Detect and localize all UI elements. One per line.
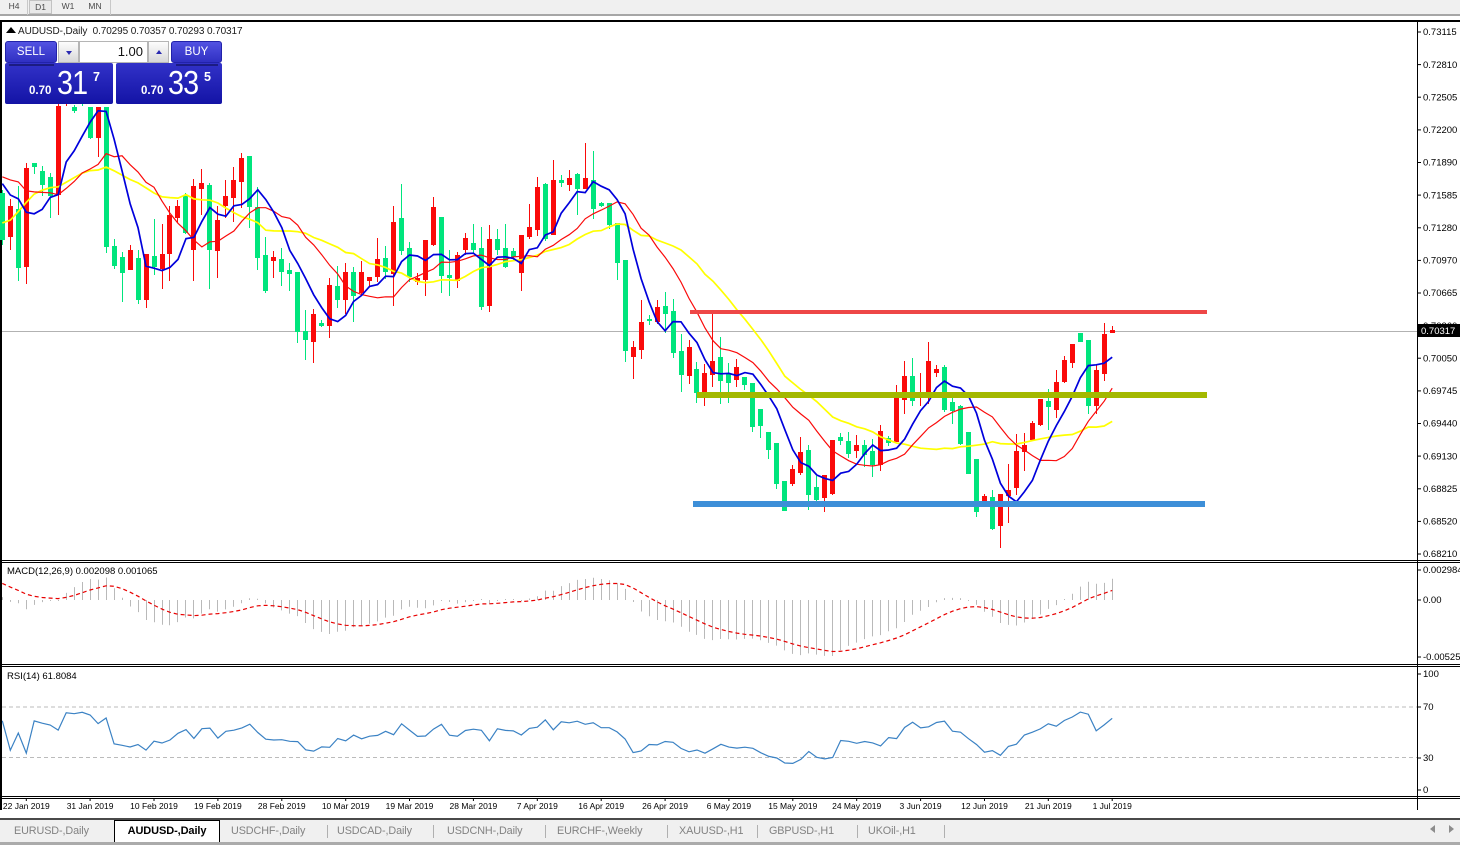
svg-text:31 Jan 2019: 31 Jan 2019	[67, 801, 114, 811]
svg-text:21 Jun 2019: 21 Jun 2019	[1025, 801, 1072, 811]
svg-text:0.70317: 0.70317	[1421, 326, 1455, 337]
svg-text:0.71890: 0.71890	[1423, 158, 1457, 169]
svg-text:10 Mar 2019: 10 Mar 2019	[322, 801, 370, 811]
svg-text:19 Feb 2019: 19 Feb 2019	[194, 801, 242, 811]
svg-text:0.00: 0.00	[1423, 595, 1442, 606]
svg-text:RSI(14) 61.8084: RSI(14) 61.8084	[7, 671, 77, 682]
svg-text:1 Jul 2019: 1 Jul 2019	[1093, 801, 1132, 811]
svg-text:0.73115: 0.73115	[1423, 27, 1457, 38]
svg-text:100: 100	[1423, 669, 1439, 680]
svg-text:24 May 2019: 24 May 2019	[832, 801, 881, 811]
svg-text:28 Feb 2019: 28 Feb 2019	[258, 801, 306, 811]
svg-text:0.69440: 0.69440	[1423, 419, 1457, 430]
svg-text:0.69130: 0.69130	[1423, 451, 1457, 462]
svg-text:0.68825: 0.68825	[1423, 484, 1457, 495]
svg-text:26 Apr 2019: 26 Apr 2019	[642, 801, 688, 811]
svg-text:0.70050: 0.70050	[1423, 353, 1457, 364]
svg-text:0.69745: 0.69745	[1423, 386, 1457, 397]
svg-text:0.002984: 0.002984	[1423, 565, 1460, 576]
svg-text:7 Apr 2019: 7 Apr 2019	[517, 801, 558, 811]
svg-text:28 Mar 2019: 28 Mar 2019	[450, 801, 498, 811]
svg-text:16 Apr 2019: 16 Apr 2019	[578, 801, 624, 811]
svg-text:MACD(12,26,9) 0.002098 0.00106: MACD(12,26,9) 0.002098 0.001065	[7, 566, 158, 577]
svg-text:0.70970: 0.70970	[1423, 256, 1457, 267]
svg-text:19 Mar 2019: 19 Mar 2019	[386, 801, 434, 811]
svg-text:0.71585: 0.71585	[1423, 190, 1457, 201]
svg-text:-0.005256: -0.005256	[1423, 652, 1460, 663]
svg-text:0.72200: 0.72200	[1423, 125, 1457, 136]
svg-text:0.68210: 0.68210	[1423, 549, 1457, 560]
svg-text:0.71280: 0.71280	[1423, 223, 1457, 234]
svg-text:0.70665: 0.70665	[1423, 288, 1457, 299]
svg-text:0.72810: 0.72810	[1423, 60, 1457, 71]
svg-text:70: 70	[1423, 702, 1434, 713]
svg-text:30: 30	[1423, 753, 1434, 764]
svg-text:6 May 2019: 6 May 2019	[707, 801, 752, 811]
svg-text:0: 0	[1423, 785, 1428, 796]
svg-text:22 Jan 2019: 22 Jan 2019	[3, 801, 50, 811]
svg-text:0.68520: 0.68520	[1423, 517, 1457, 528]
svg-text:10 Feb 2019: 10 Feb 2019	[130, 801, 178, 811]
svg-text:0.72505: 0.72505	[1423, 93, 1457, 104]
svg-text:3 Jun 2019: 3 Jun 2019	[900, 801, 942, 811]
svg-text:12 Jun 2019: 12 Jun 2019	[961, 801, 1008, 811]
svg-text:15 May 2019: 15 May 2019	[768, 801, 817, 811]
